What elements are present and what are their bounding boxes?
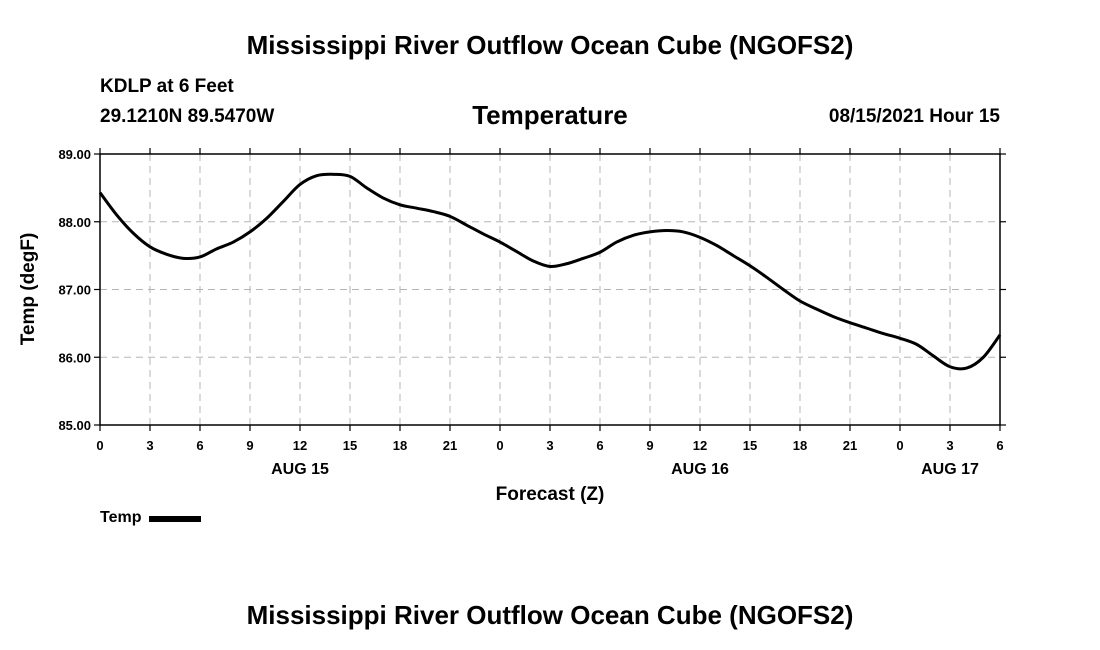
y-tick-label: 89.00 xyxy=(58,147,91,162)
station-label: KDLP at 6 Feet xyxy=(100,76,234,97)
date-label: AUG 16 xyxy=(671,461,729,478)
series-line-temp xyxy=(98,172,1002,371)
x-tick-label: 18 xyxy=(393,438,407,453)
x-tick-label: 12 xyxy=(693,438,707,453)
axis-ticks xyxy=(94,148,1006,431)
y-axis-label: Temp (degF) xyxy=(18,233,39,346)
x-tick-label: 3 xyxy=(146,438,153,453)
x-tick-label: 9 xyxy=(646,438,653,453)
x-tick-label: 6 xyxy=(596,438,603,453)
grid-lines xyxy=(100,154,1000,425)
x-tick-label: 18 xyxy=(793,438,807,453)
legend-label: Temp xyxy=(100,509,142,526)
date-label: AUG 17 xyxy=(921,461,979,478)
y-tick-label: 87.00 xyxy=(58,283,91,298)
axis-labels: 85.00 86.00 87.00 88.00 89.00 0 3 6 9 12 15 18 21 0 3 6… xyxy=(58,147,1003,478)
x-tick-label: 12 xyxy=(293,438,307,453)
x-tick-label: 21 xyxy=(443,438,457,453)
footer-title: Mississippi River Outflow Ocean Cube (NG… xyxy=(246,600,854,630)
x-tick-label: 3 xyxy=(546,438,553,453)
y-tick-label: 88.00 xyxy=(58,215,91,230)
x-tick-label: 6 xyxy=(196,438,203,453)
variable-title: Temperature xyxy=(472,100,628,130)
temperature-chart: 85.00 86.00 87.00 88.00 89.00 0 3 6 9 12 15 18 21 0 3 6… xyxy=(18,147,1006,505)
x-tick-label: 15 xyxy=(343,438,357,453)
x-axis-label: Forecast (Z) xyxy=(496,484,605,505)
x-tick-label: 0 xyxy=(496,438,503,453)
x-tick-label: 0 xyxy=(96,438,103,453)
x-tick-label: 15 xyxy=(743,438,757,453)
x-tick-label: 6 xyxy=(996,438,1003,453)
forecast-datetime: 08/15/2021 Hour 15 xyxy=(828,106,1000,127)
chart-main-title: Mississippi River Outflow Ocean Cube (NG… xyxy=(246,30,854,60)
x-tick-label: 21 xyxy=(843,438,857,453)
y-tick-label: 85.00 xyxy=(58,418,91,433)
date-label: AUG 15 xyxy=(271,461,329,478)
x-tick-label: 3 xyxy=(946,438,953,453)
legend-line-swatch xyxy=(149,516,202,522)
station-coordinates: 29.1210N 89.5470W xyxy=(100,106,275,127)
y-tick-label: 86.00 xyxy=(58,350,91,365)
x-tick-label: 9 xyxy=(246,438,253,453)
legend: Temp xyxy=(100,509,202,527)
x-tick-label: 0 xyxy=(896,438,903,453)
